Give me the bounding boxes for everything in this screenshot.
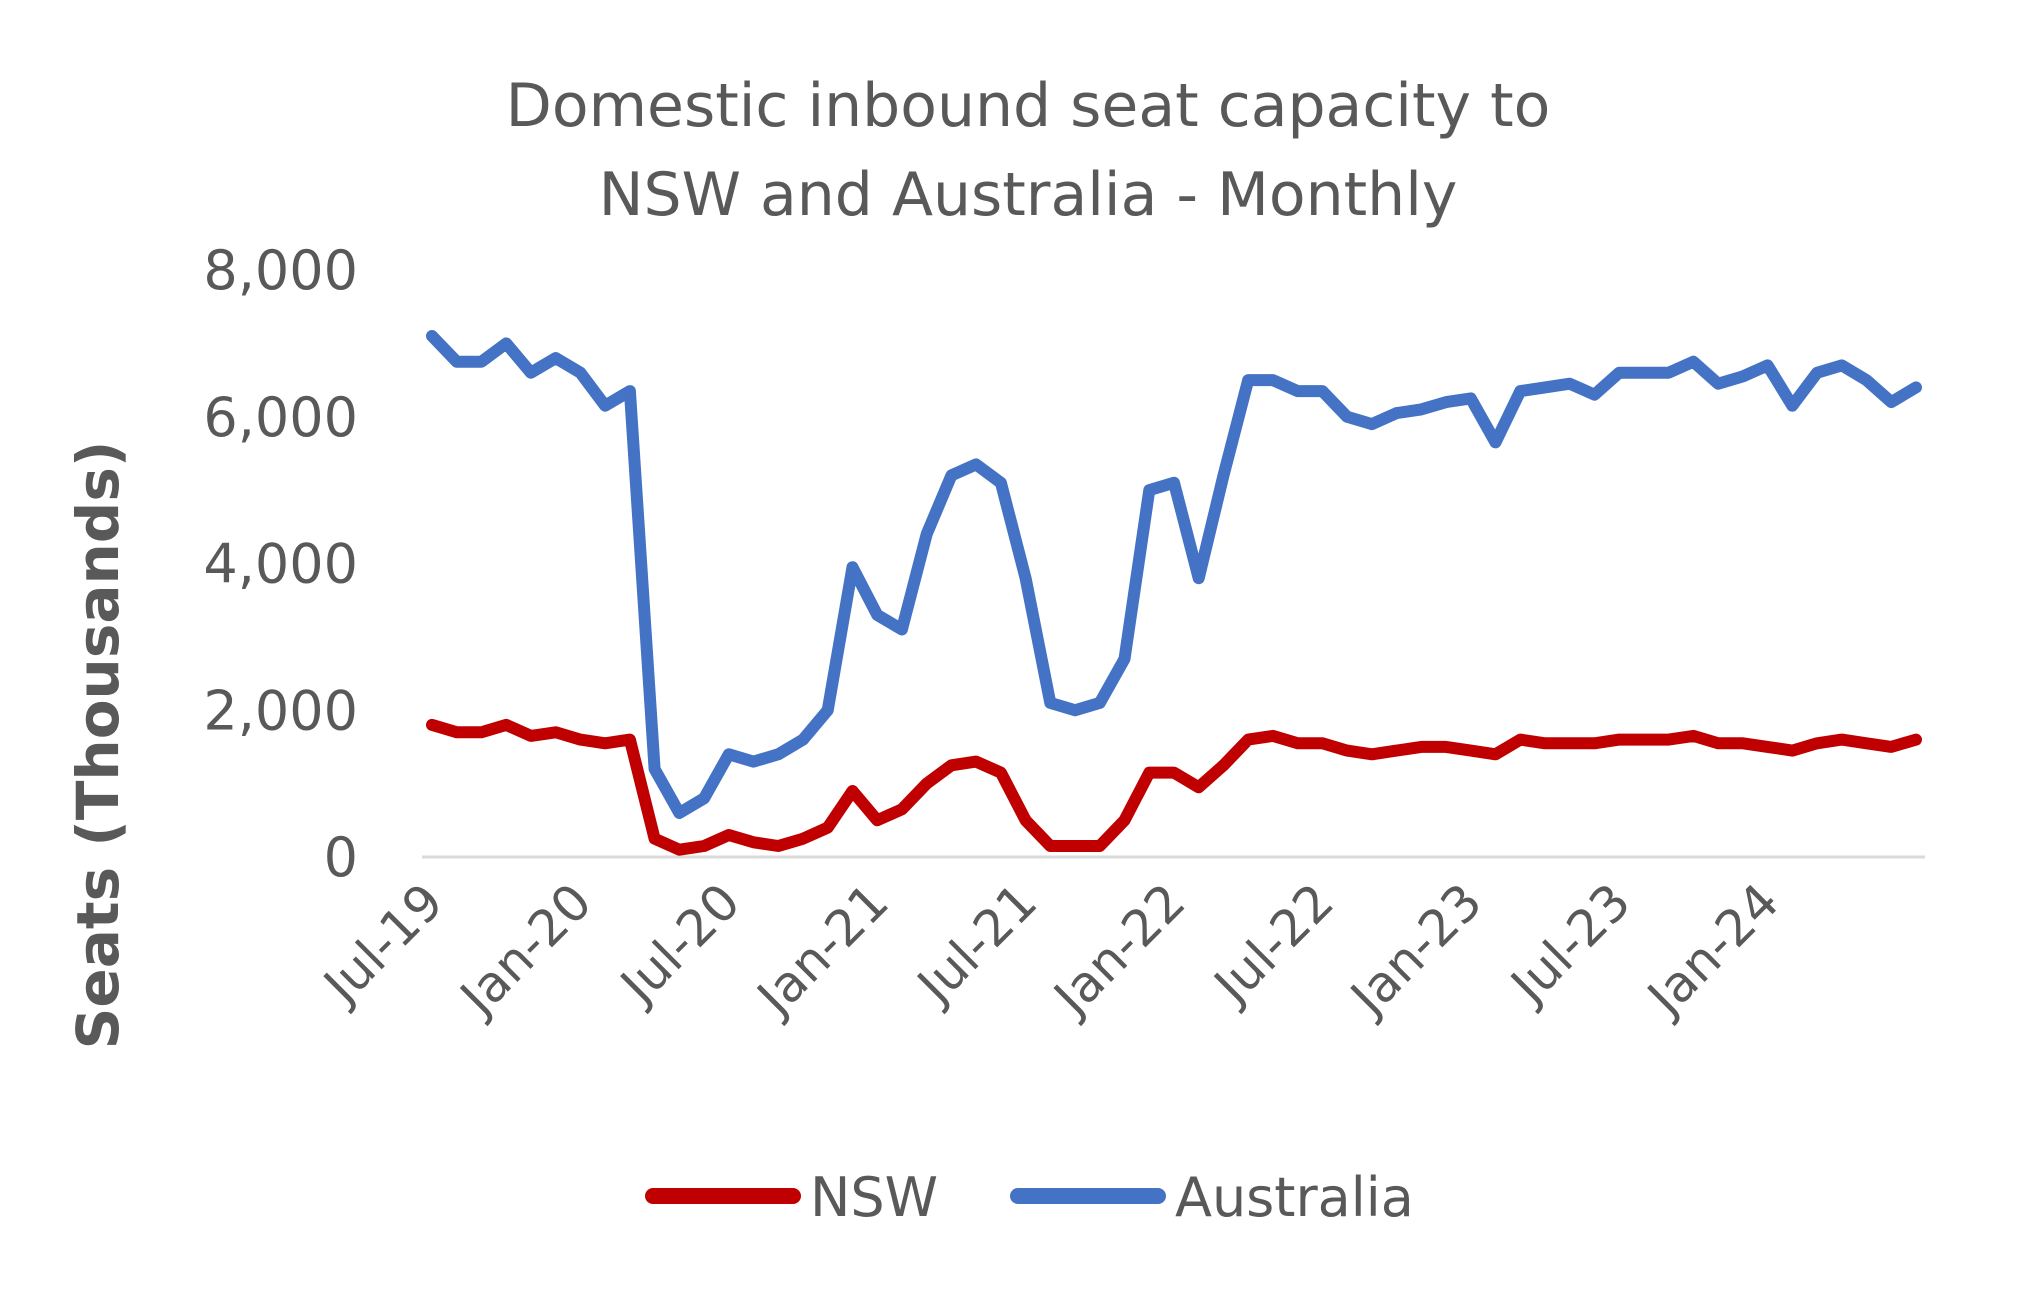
y-tick-label: 6,000 — [203, 386, 358, 449]
x-tick-label: Jan-21 — [744, 872, 899, 1027]
y-axis-ticks: 0 2,000 4,000 6,000 8,000 — [203, 239, 358, 889]
x-tick-label: Jul-20 — [608, 872, 752, 1016]
legend-label-nsw: NSW — [810, 1166, 938, 1229]
y-tick-label: 0 — [324, 826, 358, 889]
legend-label-australia: Australia — [1175, 1166, 1414, 1229]
y-tick-label: 4,000 — [203, 533, 358, 596]
chart-title: Domestic inbound seat capacity to NSW an… — [506, 71, 1551, 230]
x-tick-label: Jan-24 — [1635, 872, 1790, 1027]
legend: NSW Australia — [645, 1166, 1414, 1229]
x-tick-label: Jan-23 — [1338, 872, 1493, 1027]
chart-title-line-2: NSW and Australia - Monthly — [599, 160, 1458, 230]
series-line-australia — [426, 330, 1922, 819]
x-tick-label: Jan-20 — [447, 872, 602, 1027]
y-axis-label: Seats (Thousands) — [64, 441, 132, 1050]
series-lines — [426, 330, 1922, 856]
x-tick-label: Jul-22 — [1201, 872, 1345, 1016]
series-line-nsw — [426, 718, 1922, 856]
y-tick-label: 2,000 — [203, 679, 358, 742]
y-tick-label: 8,000 — [203, 239, 358, 302]
x-tick-label: Jul-19 — [311, 872, 455, 1016]
x-tick-label: Jul-23 — [1498, 872, 1642, 1016]
x-tick-label: Jan-22 — [1041, 872, 1196, 1027]
x-tick-label: Jul-21 — [905, 872, 1049, 1016]
chart-title-line-1: Domestic inbound seat capacity to — [506, 71, 1551, 141]
